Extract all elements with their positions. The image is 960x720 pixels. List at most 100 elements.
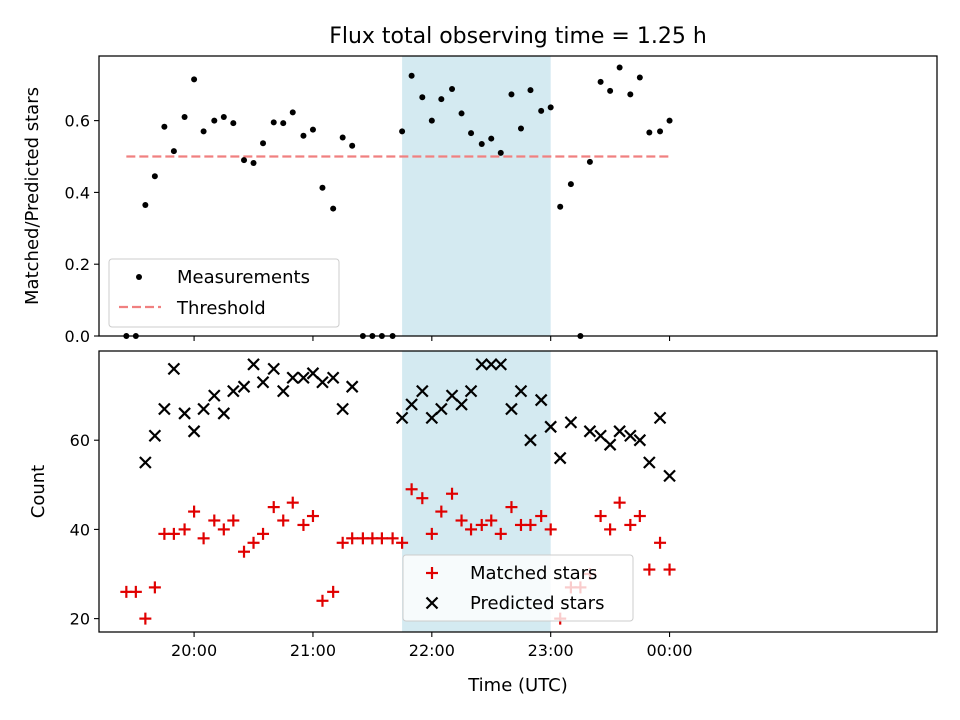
measurement-point [547, 104, 554, 111]
predicted-star-marker [583, 425, 597, 438]
measurement-point [586, 158, 593, 165]
matched-star-marker [435, 505, 448, 518]
matched-star-marker [524, 518, 537, 531]
legend-label-matched: Matched stars [470, 563, 597, 584]
legend-matched-marker [426, 567, 438, 579]
matched-star-marker [604, 523, 617, 536]
matched-star-marker [148, 581, 161, 594]
predicted-star-marker [613, 425, 626, 438]
measurement-point [517, 125, 524, 132]
matched-star-marker [208, 514, 221, 527]
matched-star-marker [594, 510, 607, 523]
top-y-tick-label: 0.0 [65, 327, 90, 346]
top-shaded-span [402, 56, 551, 336]
matched-star-marker [316, 594, 329, 607]
x-tick-label: 21:00 [290, 641, 336, 660]
predicted-star-marker [475, 358, 489, 371]
matched-star-marker [405, 483, 418, 496]
predicted-star-marker [663, 469, 676, 483]
measurement-point [567, 181, 574, 188]
measurement-point [161, 123, 168, 130]
measurement-point [309, 126, 316, 133]
measurement-point [458, 110, 465, 117]
matched-star-marker [544, 523, 557, 536]
measurement-point [627, 91, 634, 98]
predicted-star-marker [445, 389, 459, 402]
matched-star-marker [286, 496, 299, 509]
bottom-legend-box [402, 554, 634, 622]
matched-star-marker [217, 523, 230, 536]
predicted-star-marker [316, 375, 329, 389]
legend-label-threshold: Threshold [176, 298, 266, 319]
measurement-point [142, 201, 149, 208]
matched-star-marker [613, 496, 626, 509]
predicted-star-marker [484, 358, 498, 371]
matched-star-marker [167, 527, 180, 540]
matched-star-marker [455, 514, 468, 527]
legend-measurement-marker [136, 274, 142, 280]
measurement-point [300, 132, 307, 139]
predicted-star-marker [643, 456, 656, 469]
measurement-point [607, 87, 614, 94]
matched-star-marker [446, 487, 459, 500]
top-y-tick-label: 0.2 [65, 255, 90, 274]
predicted-star-marker [286, 371, 300, 385]
matched-star-marker [327, 585, 340, 598]
measurement-point [151, 173, 158, 180]
measurement-point [191, 76, 198, 83]
measurement-point [666, 117, 673, 124]
matched-star-marker [247, 536, 260, 549]
predicted-star-marker [594, 429, 607, 443]
predicted-star-marker [345, 380, 359, 393]
predicted-star-marker [564, 416, 578, 429]
measurement-point [497, 149, 504, 156]
matched-star-marker [238, 545, 251, 558]
legend-cross-marker [425, 596, 439, 610]
predicted-star-marker [326, 371, 340, 385]
matched-star-marker [386, 532, 399, 545]
measurement-point [597, 78, 604, 85]
predicted-star-marker [524, 433, 537, 447]
measurement-point [508, 91, 515, 98]
predicted-star-marker [633, 433, 647, 447]
measurement-point [170, 148, 177, 155]
matched-star-marker [297, 518, 310, 531]
matched-star-marker [396, 536, 409, 549]
predicted-star-marker [405, 398, 418, 411]
predicted-star-marker [395, 411, 409, 425]
matched-star-marker [425, 527, 438, 540]
measurement-point [657, 128, 664, 135]
measurement-point [488, 135, 495, 142]
matched-star-marker [267, 501, 280, 514]
predicted-star-marker [505, 402, 518, 416]
predicted-star-marker [297, 371, 310, 385]
measurement-point [211, 117, 218, 124]
measurement-point [220, 114, 227, 121]
measurement-point [330, 205, 337, 212]
measurement-point [181, 114, 188, 121]
measurement-point [250, 159, 257, 166]
matched-star-marker [375, 532, 388, 545]
measurement-point [200, 128, 207, 135]
top-y-tick-label: 0.6 [65, 112, 90, 131]
predicted-star-marker [139, 456, 152, 469]
measurement-point [419, 94, 426, 101]
matched-star-markers [120, 483, 676, 625]
measurement-point [428, 117, 435, 124]
bottom-y-tick-label: 40 [70, 520, 90, 539]
measurement-point [538, 107, 545, 114]
predicted-star-marker [178, 407, 191, 420]
bottom-y-tick-label: 60 [70, 431, 90, 450]
matched-star-marker [139, 612, 152, 625]
matched-star-marker [475, 518, 488, 531]
predicted-star-marker [227, 384, 240, 398]
measurement-point [438, 96, 445, 103]
measurement-point [270, 119, 277, 126]
measurement-points [123, 64, 673, 339]
predicted-star-marker [514, 384, 528, 398]
predicted-star-marker [148, 429, 162, 443]
predicted-star-marker [603, 438, 617, 451]
measurement-point [478, 140, 485, 147]
bottom-axes-frame [98, 350, 938, 633]
